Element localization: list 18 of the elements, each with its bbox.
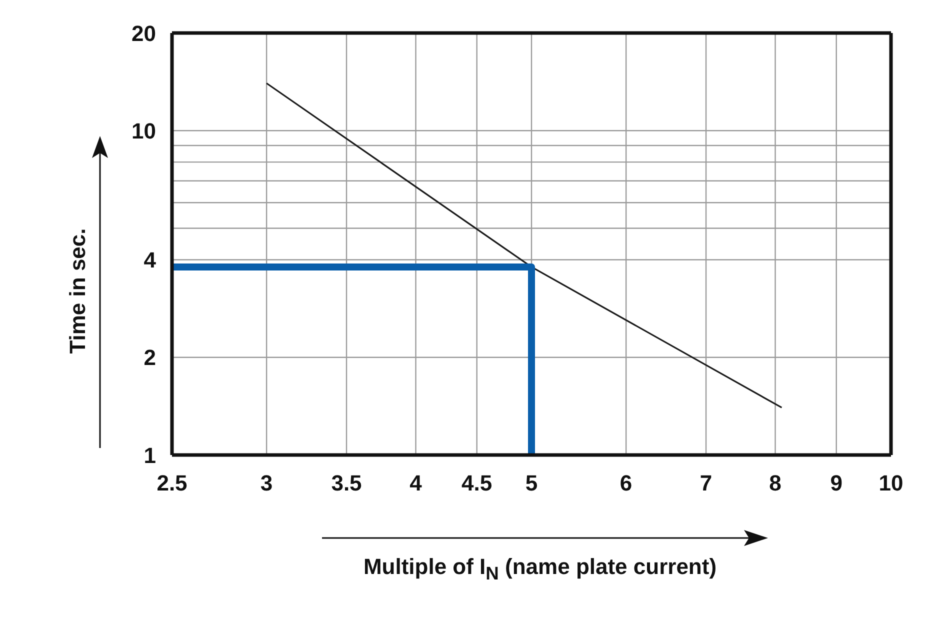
y-tick-label: 20 [132, 20, 156, 46]
x-tick-label: 3 [260, 470, 273, 496]
x-tick-label: 2.5 [156, 470, 188, 496]
x-tick-label: 7 [700, 470, 712, 496]
x-tick-label: 10 [878, 470, 904, 496]
y-tick-label: 2 [144, 345, 156, 370]
x-tick-label: 4 [410, 470, 423, 496]
y-tick-label: 4 [144, 248, 157, 273]
x-tick-label: 5 [525, 470, 538, 496]
y-tick-label: 10 [132, 118, 156, 144]
x-tick-label: 9 [830, 470, 842, 496]
x-tick-label: 6 [620, 470, 632, 496]
x-tick-label: 8 [769, 470, 782, 496]
y-tick-label: 1 [144, 442, 156, 468]
x-tick-label: 3.5 [331, 470, 362, 496]
y-axis-title: Time in sec. [65, 227, 91, 356]
x-axis-title: Multiple of I$_{N}$ (name plate current) [362, 554, 718, 584]
x-tick-label: 4.5 [462, 470, 492, 496]
